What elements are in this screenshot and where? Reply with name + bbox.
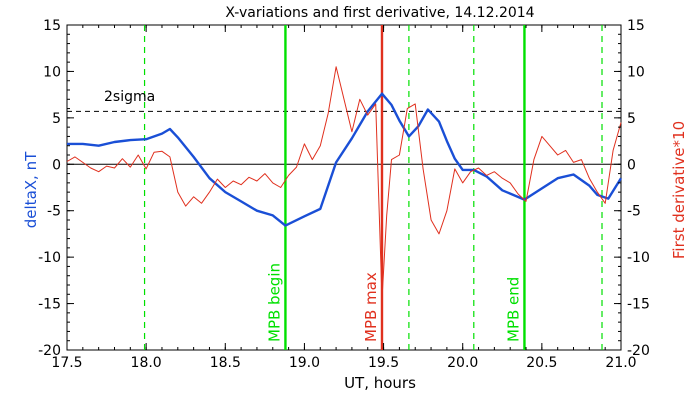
x-axis-title: UT, hours	[344, 374, 416, 392]
y-tick-label-left: -5	[47, 204, 61, 220]
x-tick-label: 20.0	[447, 355, 478, 371]
y-tick-label-right: -10	[627, 250, 650, 266]
y-tick-label-left: 15	[43, 18, 61, 34]
y-tick-label-right: 0	[627, 157, 636, 173]
series-line-deltax	[67, 92, 623, 227]
plot-border	[66, 24, 622, 351]
series-line-derivative-10	[66, 66, 622, 300]
x-tick-label: 18.0	[131, 355, 162, 371]
y-tick-label-left: -15	[38, 297, 61, 313]
y-axis-right-title: First derivative*10	[670, 121, 688, 259]
marker-label: MPB end	[504, 277, 522, 342]
y-tick-label-right: 15	[627, 18, 645, 34]
y-tick-label-left: 10	[43, 64, 61, 80]
marker-label: MPB begin	[265, 263, 283, 342]
y-tick-label-left: 0	[52, 157, 61, 173]
x-tick-label: 18.5	[210, 355, 241, 371]
x-tick-label: 17.5	[51, 355, 82, 371]
y-tick-label-right: -20	[627, 343, 650, 359]
threshold-label: 2sigma	[104, 89, 155, 105]
y-tick-label-left: 5	[52, 111, 61, 127]
y-tick-label-left: -20	[38, 343, 61, 359]
x-tick-label: 21.0	[605, 355, 636, 371]
y-tick-label-left: -10	[38, 250, 61, 266]
chart-title: X-variations and first derivative, 14.12…	[225, 5, 534, 21]
y-axis-left-title: deltaX, nT	[22, 151, 40, 228]
x-tick-label: 19.5	[368, 355, 399, 371]
y-tick-label-right: -15	[627, 297, 650, 313]
y-tick-label-right: -5	[627, 204, 641, 220]
x-tick-label: 19.0	[289, 355, 320, 371]
plot-frame	[66, 24, 622, 351]
marker-label: MPB max	[362, 272, 380, 342]
y-tick-label-right: 5	[627, 111, 636, 127]
y-tick-label-right: 10	[627, 64, 645, 80]
x-tick-label: 20.5	[526, 355, 557, 371]
